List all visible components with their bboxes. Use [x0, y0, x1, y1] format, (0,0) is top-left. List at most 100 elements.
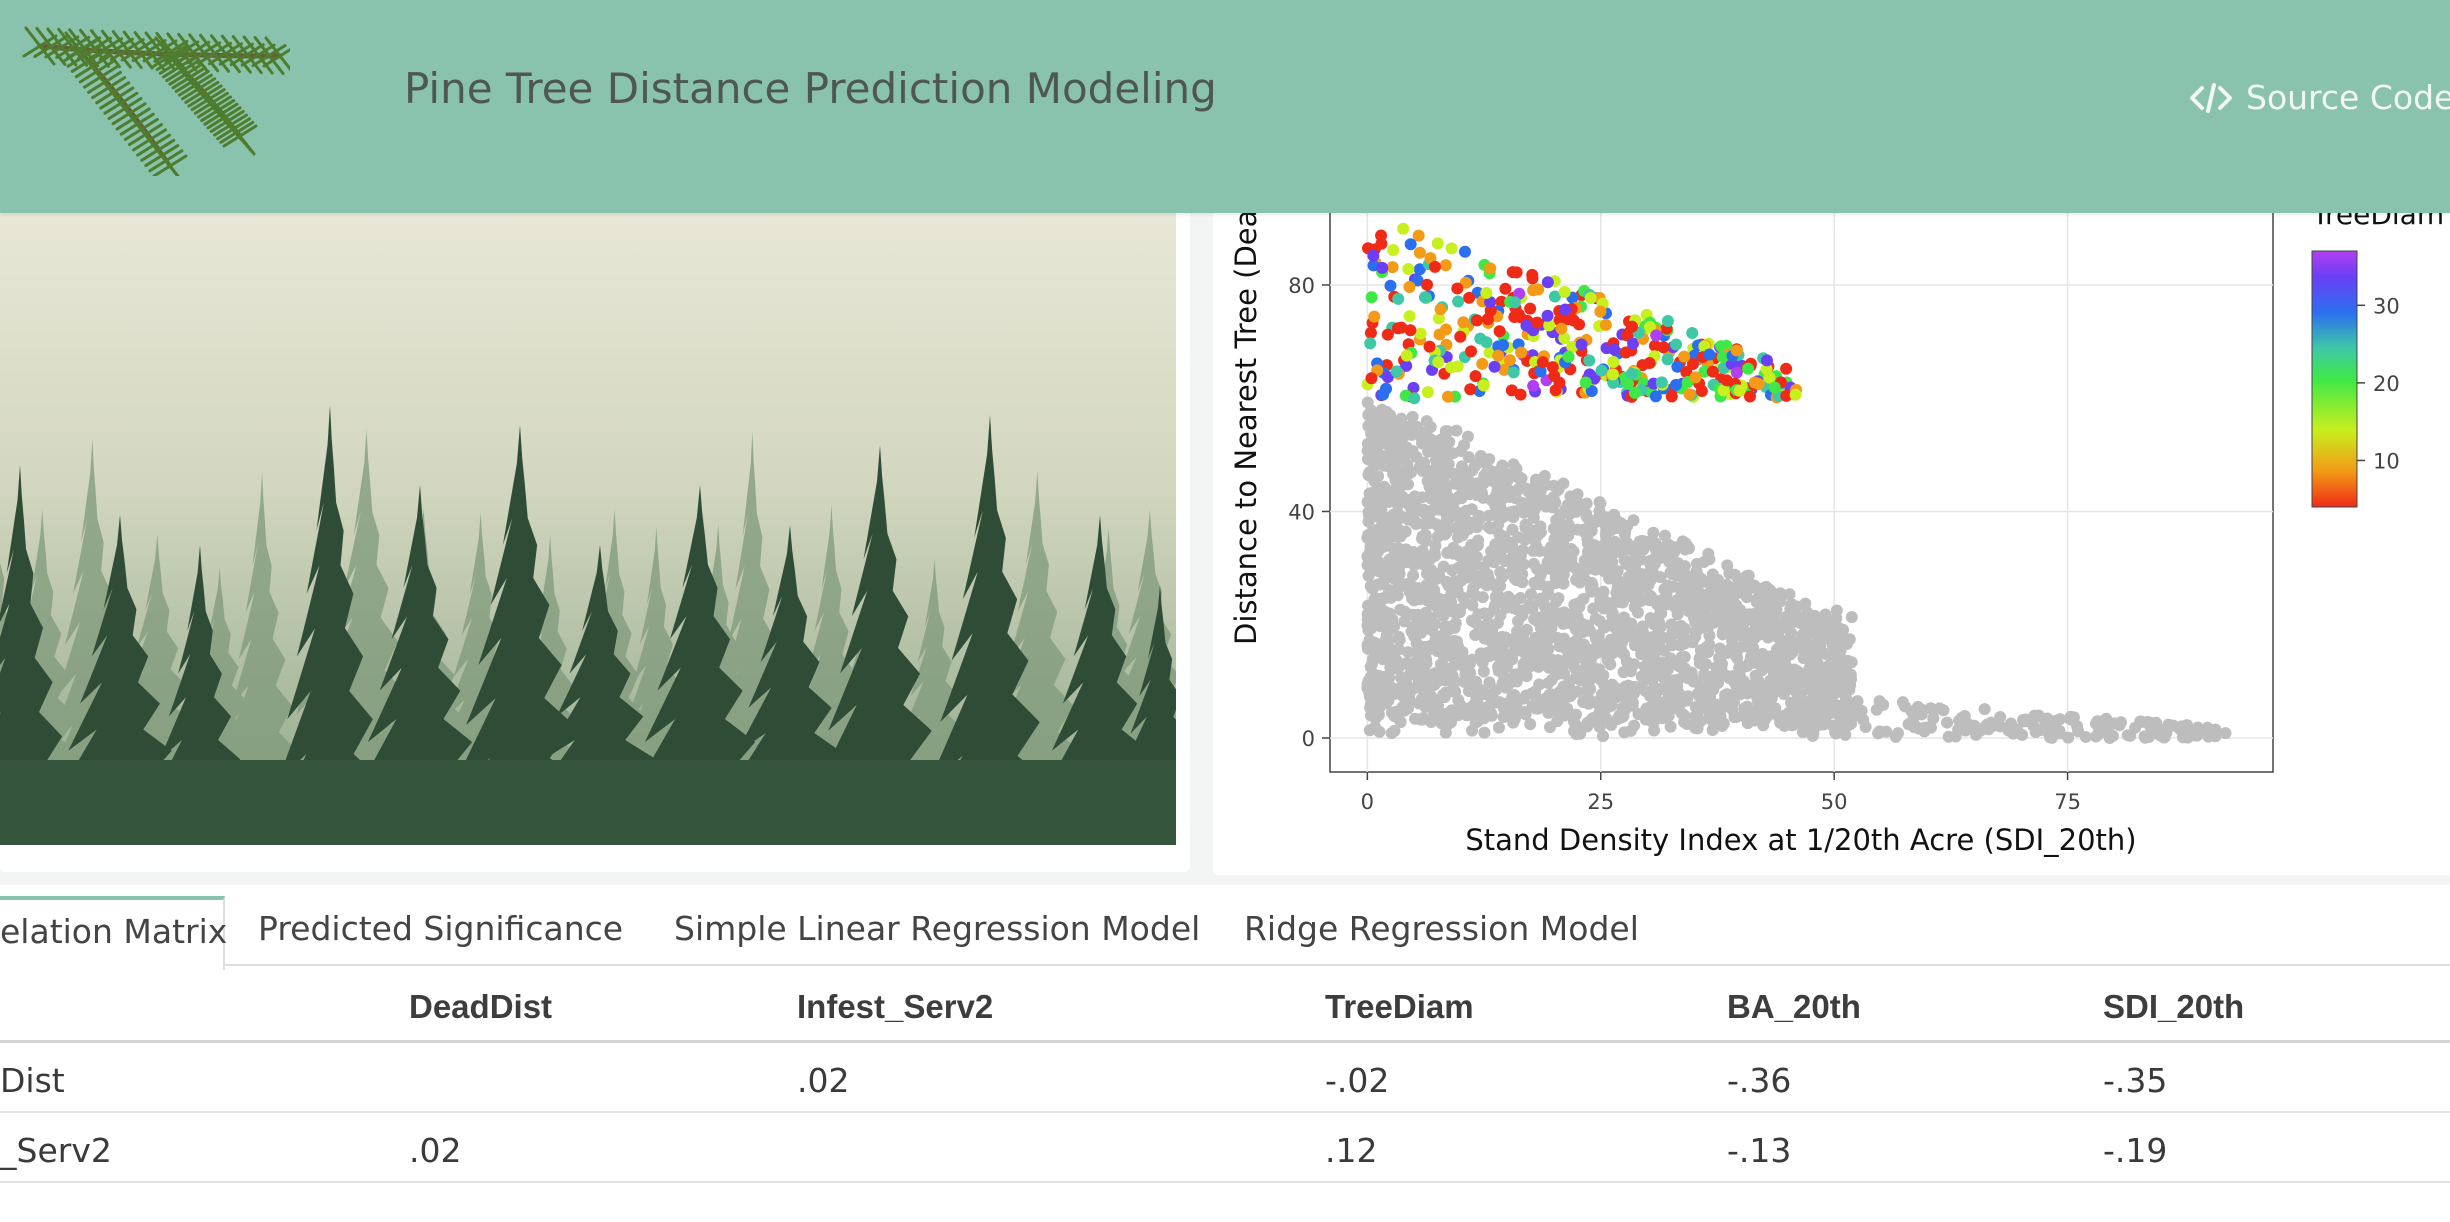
- pine-needle: [178, 55, 198, 69]
- pine-needle: [187, 94, 207, 108]
- pine-needle: [78, 70, 98, 84]
- pine-needle: [278, 47, 290, 58]
- scatter-point-colored: [1534, 365, 1547, 378]
- scatter-point: [1402, 420, 1415, 433]
- scatter-point: [2138, 730, 2151, 743]
- scatter-point: [1670, 602, 1683, 615]
- scatter-point: [1387, 467, 1400, 480]
- scatter-point-colored: [1442, 390, 1455, 403]
- scatter-point: [1698, 593, 1711, 606]
- scatter-point-colored: [1384, 279, 1397, 292]
- scatter-point: [1569, 505, 1582, 518]
- pine-tree-shape: [211, 472, 311, 845]
- scatter-point-colored: [1548, 370, 1561, 383]
- pine-needle: [207, 52, 227, 66]
- scatter-point: [1791, 600, 1804, 613]
- scatter-point: [1420, 415, 1433, 428]
- scatter-point: [1615, 517, 1628, 530]
- pine-needle: [136, 143, 156, 157]
- scatter-point: [1406, 592, 1419, 605]
- scatter-point: [1724, 701, 1737, 714]
- photo-card: [0, 200, 1190, 872]
- table-header-row: DeadDist Infest_Serv2 TreeDiam BA_20th S…: [0, 980, 2450, 1043]
- scatter-point: [1764, 650, 1777, 663]
- scatter-point-colored: [1445, 242, 1458, 255]
- source-code-link[interactable]: Source Code: [2190, 78, 2450, 117]
- scatter-point-colored: [1499, 282, 1512, 295]
- pine-needle: [115, 86, 135, 100]
- scatter-point: [2004, 721, 2017, 734]
- tab-ridge-regression[interactable]: Ridge Regression Model: [1244, 909, 1639, 948]
- scatter-point-colored: [1432, 356, 1445, 369]
- scatter-point: [2179, 724, 2192, 737]
- scatter-point-colored: [1643, 321, 1656, 334]
- scatter-point: [1601, 654, 1614, 667]
- scatter-point: [1368, 460, 1381, 473]
- scatter-point: [1389, 710, 1402, 723]
- scatter-point: [1552, 688, 1565, 701]
- scatter-point-colored: [1665, 390, 1678, 403]
- tab-predicted-significance[interactable]: Predicted Significance: [258, 909, 624, 948]
- scatter-point: [2219, 727, 2232, 740]
- scatter-point: [1596, 700, 1609, 713]
- scatter-point: [1958, 709, 1971, 722]
- scatter-point: [1433, 674, 1446, 687]
- scatter-point: [1471, 477, 1484, 490]
- pine-needle: [107, 107, 127, 120]
- scatter-point: [1664, 720, 1677, 733]
- pine-needle: [174, 79, 194, 93]
- scatter-point: [1941, 716, 1954, 729]
- scatter-point: [1429, 539, 1442, 552]
- scatter-point: [1570, 728, 1583, 741]
- scatter-point: [1555, 550, 1568, 563]
- scatter-point: [2192, 724, 2205, 737]
- pine-needle: [222, 106, 242, 120]
- scatter-point: [1461, 430, 1474, 443]
- scatter-point: [1620, 655, 1633, 668]
- pine-needle: [220, 34, 238, 56]
- scatter-point: [1409, 659, 1422, 672]
- tab-simple-linear-regression[interactable]: Simple Linear Regression Model: [674, 909, 1201, 948]
- tab-correlation-matrix[interactable]: elation Matrix: [0, 896, 227, 970]
- scatter-point-colored: [1451, 360, 1464, 373]
- scatter-point: [1689, 630, 1702, 643]
- scatter-point-colored: [1678, 350, 1691, 363]
- scatter-point: [1563, 676, 1576, 689]
- scatter-point-colored: [1689, 371, 1702, 384]
- pine-needle: [219, 102, 239, 116]
- scatter-plot[interactable]: 0 25 50 75 0 40 80 Stand Density Index at 1/20…: [1213, 200, 2450, 875]
- pine-needle: [90, 55, 110, 69]
- scatter-point: [1752, 583, 1765, 596]
- scatter-point-colored: [1477, 379, 1490, 392]
- scatter-point: [1635, 670, 1648, 683]
- table-cell: -.36: [1727, 1061, 1792, 1100]
- scatter-point-colored: [1381, 328, 1394, 341]
- pine-needle: [119, 122, 139, 136]
- pine-needle: [190, 69, 210, 83]
- scatter-point: [1466, 599, 1479, 612]
- x-axis-title: Stand Density Index at 1/20th Acre (SDI_…: [1465, 823, 2136, 857]
- scatter-point: [1612, 683, 1625, 696]
- scatter-point: [1806, 667, 1819, 680]
- scatter-point: [1446, 447, 1459, 460]
- scatter-point: [1362, 569, 1375, 582]
- pine-needle: [144, 154, 164, 168]
- scatter-point: [1736, 640, 1749, 653]
- scatter-point: [1593, 715, 1606, 728]
- scatter-point: [1517, 558, 1530, 571]
- scatter-point-colored: [1365, 372, 1378, 385]
- scatter-point-colored: [1706, 365, 1719, 378]
- scatter-point: [1361, 396, 1374, 409]
- pine-needle: [278, 54, 290, 72]
- scatter-point-colored: [1742, 362, 1755, 375]
- scatter-point-colored: [1364, 326, 1377, 339]
- scatter-point: [1716, 628, 1729, 641]
- scatter-point-colored: [1476, 357, 1489, 370]
- scatter-point: [1710, 698, 1723, 711]
- scatter-point: [1541, 545, 1554, 558]
- scatter-point: [1368, 617, 1381, 630]
- scatter-point: [1798, 648, 1811, 661]
- pine-needle: [262, 54, 282, 68]
- scatter-point: [1565, 617, 1578, 630]
- scatter-point: [1428, 586, 1441, 599]
